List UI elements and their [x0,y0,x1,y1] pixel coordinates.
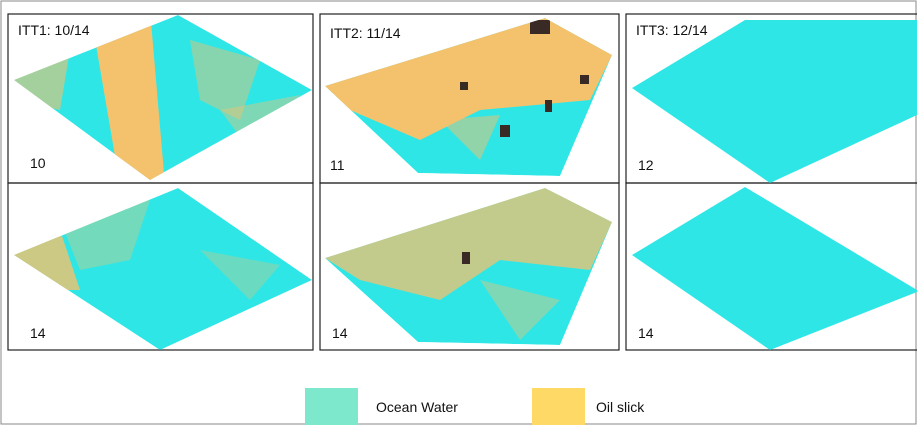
panel-title: ITT2: 11/14 [330,25,401,41]
panel-label: 12 [638,157,654,173]
legend-swatch [532,388,585,425]
figure-canvas: ITT1: 10/14 10 14 ITT2: 11/14 11 14 ITT3… [0,0,917,425]
figure: ITT1: 10/14 10 14 ITT2: 11/14 11 14 ITT3… [0,0,917,425]
classified-map [14,188,312,350]
panel-title: ITT3: 12/14 [636,22,708,38]
classified-map [632,20,917,183]
panel-label: 10 [30,155,46,171]
panel-title: ITT1: 10/14 [18,22,90,38]
legend-label: Oil slick [596,399,645,415]
panel-label: 14 [332,325,348,341]
panel-label: 14 [30,325,46,341]
legend-label: Ocean Water [376,399,458,415]
panel-label: 14 [638,325,654,341]
legend-swatch [305,388,358,425]
classified-map [325,188,612,345]
classified-map [632,187,917,350]
panel-label: 11 [330,157,345,173]
classified-map [325,18,612,176]
